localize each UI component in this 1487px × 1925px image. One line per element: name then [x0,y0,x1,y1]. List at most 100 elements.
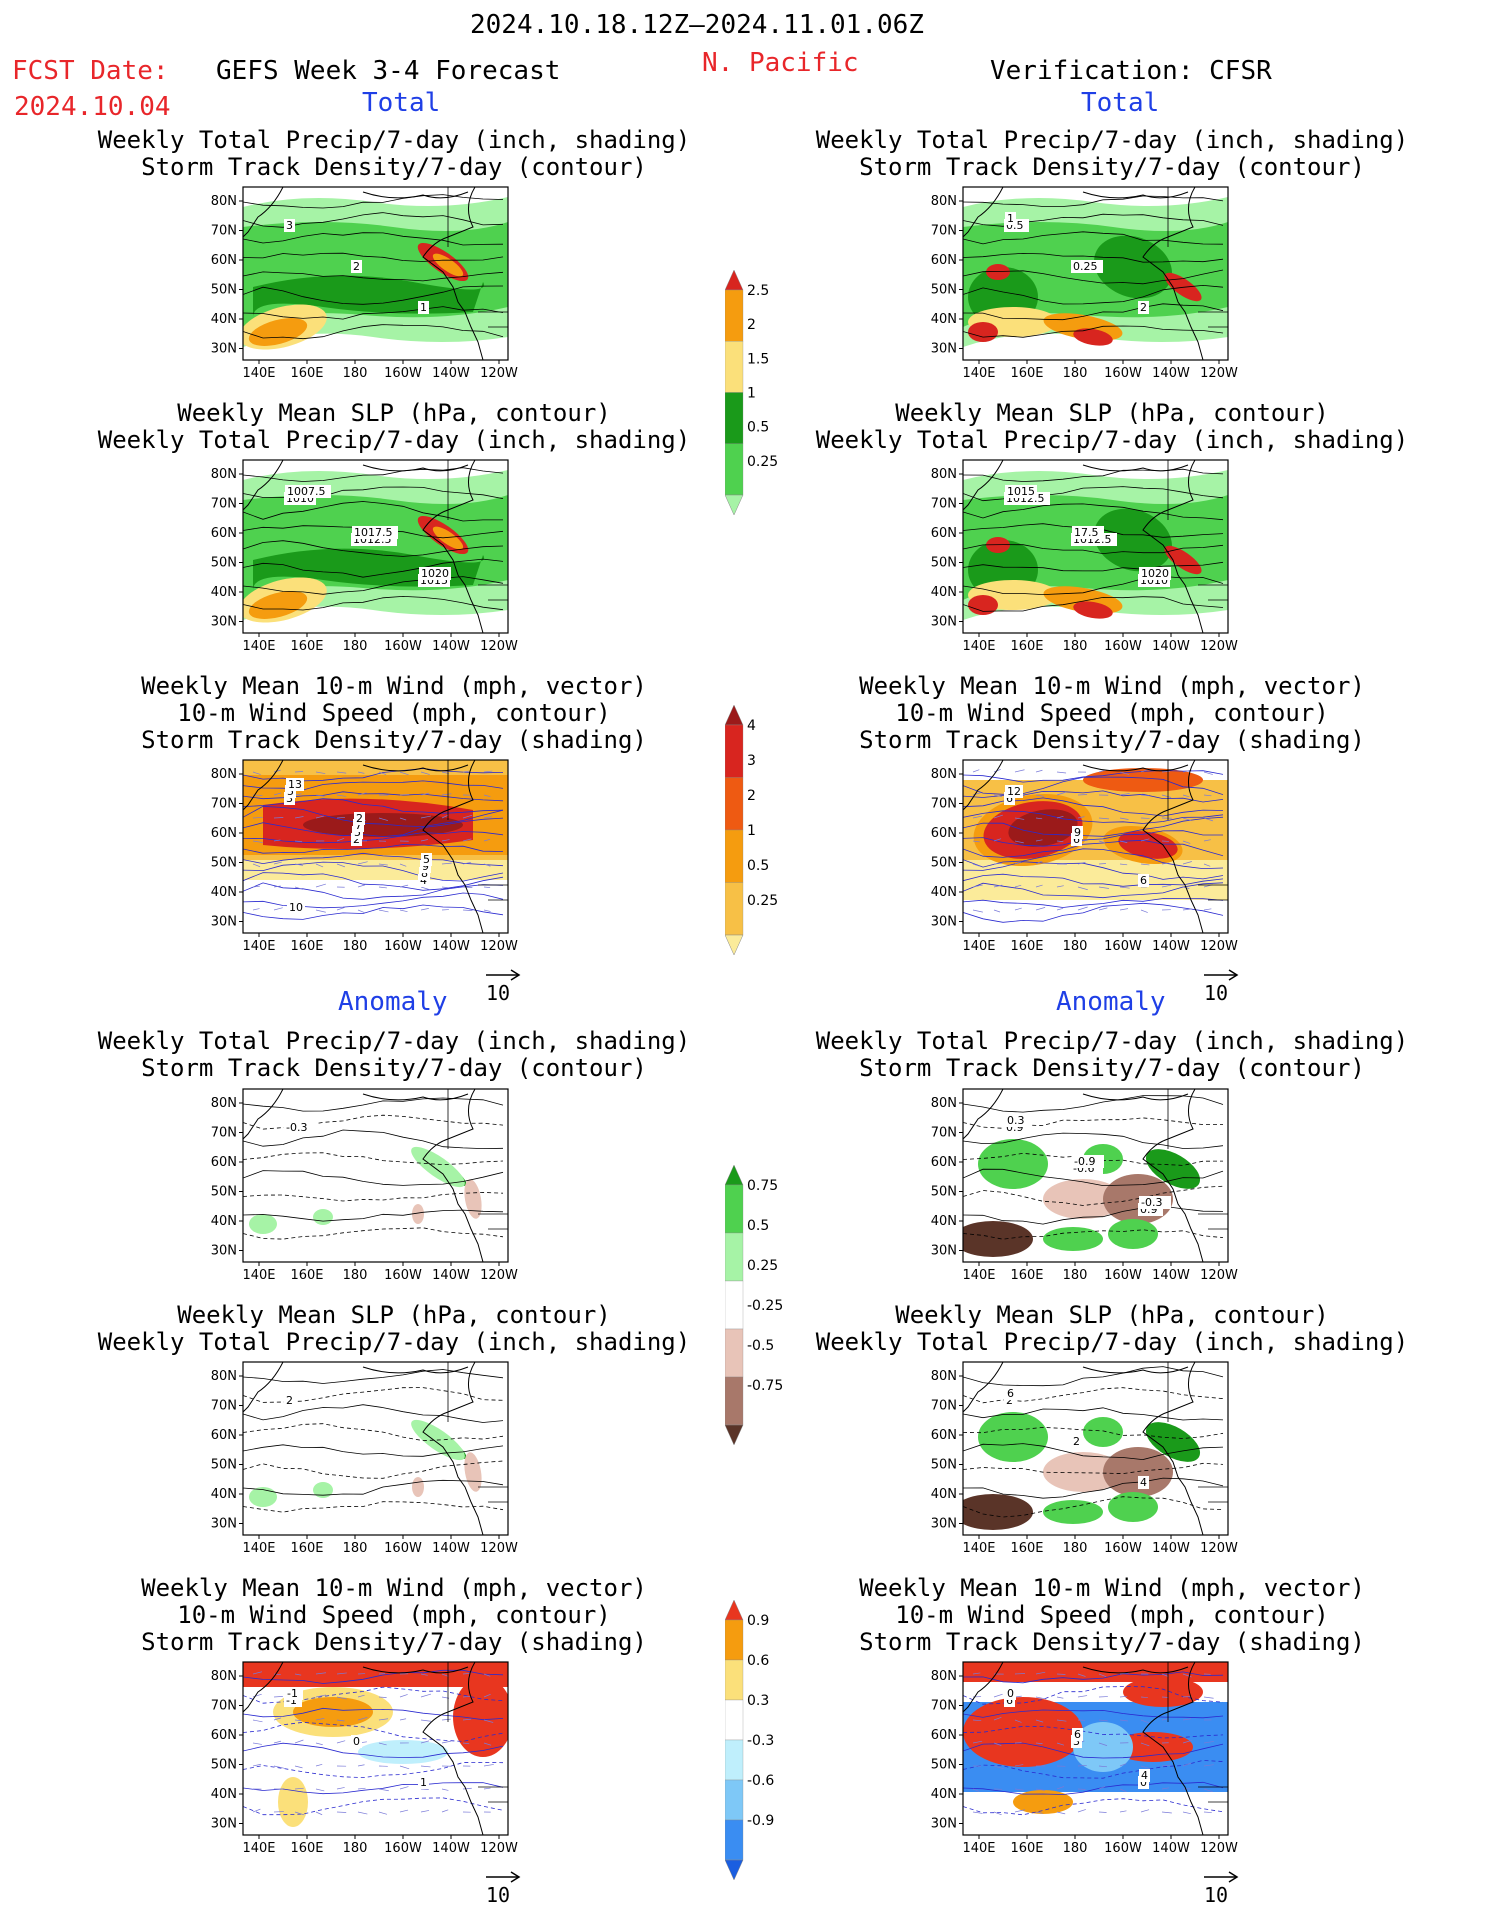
precip-anom-pos [1043,1227,1103,1251]
wind-vector [972,909,983,913]
coastline-arctic [1082,464,1189,472]
coastline-arctic [362,464,469,472]
coastline-north-america [1142,760,1228,933]
wind-vector [1014,840,1024,844]
contour-line [243,861,504,882]
wind-vector [441,1809,449,1813]
colorbar-tip [724,1164,744,1186]
colorbar-segment [724,882,744,936]
lon-label: 120W [480,639,518,654]
lat-label: 70N [211,797,237,812]
contour-line [243,882,504,900]
colorbar-segment [724,289,744,342]
contour-line [963,561,1224,572]
lat-label: 60N [931,826,957,841]
wind-vector [1140,1809,1150,1813]
map-panel-f-tot-wind: 3 2 4 5 5 8 13 7 9 10 2 5 80N 70N 60N 50N 40N 30N 140E 160E… [198,755,523,960]
precip-anom-neg [464,1179,482,1219]
wind-vector [1098,1742,1108,1746]
contour-label-bg [1005,1114,1030,1127]
title-line: Weekly Total Precip/7-day (inch, shading… [815,426,1409,454]
title-line: Weekly Mean SLP (hPa, contour) [895,399,1329,427]
vector-ref-v-tot: 10 [1202,966,1242,1005]
contour-line [963,596,1224,612]
map-frame [242,1661,509,1836]
lon-label: 140W [1152,366,1190,381]
contour-label: 1015 [1007,485,1035,498]
map-content: -0.3 [243,1089,508,1262]
lat-label: 80N [211,767,237,782]
lat-label: 50N [211,1758,237,1773]
colorbar-segment [724,829,744,883]
lon-label: 140W [1152,639,1190,654]
lat-label: 30N [211,1817,237,1832]
wind-vector [273,1765,284,1769]
contour-line [243,904,504,920]
wind-vector [315,909,326,913]
colorbar-tick-label: 0.3 [747,1693,769,1709]
wind-vector [972,1672,981,1675]
wind-vector [993,1811,1002,1816]
lon-label: 160W [1104,366,1142,381]
map-panel-f-an-wind: -1 0 1 -1 80N 70N 60N 50N 40N 30N 140E 160E 180 160W 1… [198,1657,523,1862]
lon-label: 160W [384,1268,422,1283]
lon-label: 180 [1063,639,1088,654]
lat-label: 80N [931,467,957,482]
lon-label: 140E [962,1541,995,1556]
contour-label-bg [1138,1476,1149,1489]
wind-vector [252,771,261,775]
contour-label: 1020 [1141,567,1169,580]
wind-vector [399,771,409,776]
precip-shade-max [432,526,464,550]
wind-vector [1161,1787,1170,1790]
wind-vector [420,908,429,911]
lat-label: 80N [931,1096,957,1111]
map-area: 10101012.510151007.51017.5102080N70N60N5… [211,459,518,654]
fcst-date-label: FCST Date: [12,56,169,86]
lat-label: 50N [211,1185,237,1200]
map-frame [962,1661,1229,1836]
lat-label: 50N [211,283,237,298]
colorbar-segment [724,777,744,831]
lat-label: 60N [931,253,957,268]
title-line: Weekly Mean SLP (hPa, contour) [177,1301,611,1329]
contour-line [963,816,1224,837]
colorbar-tick-label: 4 [747,718,756,734]
wind-vector [1182,817,1192,821]
lon-label: 120W [480,1268,518,1283]
lat-label: 30N [931,342,957,357]
colorbar-segment [724,392,744,444]
wind-vector [483,1764,494,1767]
map-panel-v-an-wind: 6 3 0 0 6 4 80N 70N 60N 50N 40N 30N 140E 160E 180 160W 1… [918,1657,1243,1862]
contour-label: 2 [286,1394,293,1407]
storm-anom-pos [963,1697,1083,1767]
contour-label-bg [352,526,398,539]
contour-label: 2 [353,833,360,846]
fcst-date-value: 2024.10.04 [14,92,171,122]
contour-line [963,810,1224,824]
precip-shade-max [432,253,464,277]
contour-label: -0.9 [1074,1155,1095,1168]
wind-vector [1119,1810,1127,1813]
lat-label: 80N [211,1669,237,1684]
lat-label: 50N [931,1758,957,1773]
title-line: Weekly Total Precip/7-day (inch, shading… [815,126,1409,154]
contour-line [243,831,504,844]
storm-shade-high [1118,831,1178,859]
contour-label: 3 [286,219,293,232]
colorbar-tick-label: -0.25 [747,1298,783,1314]
contour-label-bg [1072,1728,1083,1741]
map-panel-v-tot-wind: 6 6 6 12 9 80N 70N 60N 50N 40N 30N 140E 160E 180 160W 1… [918,755,1243,960]
precip-anom-pos [249,1214,277,1234]
wind-vector [441,1718,451,1721]
wind-vector [1119,771,1130,775]
wind-vector [1056,1719,1067,1722]
contour-line [243,1129,504,1150]
lon-label: 140W [432,1841,470,1856]
map-content: 3 2 1 [243,187,508,360]
title-line: Storm Track Density/7-day (contour) [141,1054,647,1082]
precip-anom-pos [1043,1500,1103,1524]
coastline-north-america [422,1362,508,1535]
